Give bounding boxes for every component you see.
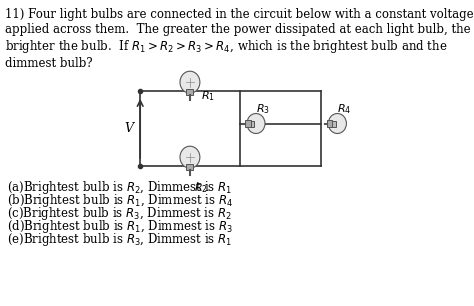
- Text: 11) Four light bulbs are connected in the circuit below with a constant voltage
: 11) Four light bulbs are connected in th…: [5, 8, 473, 70]
- Circle shape: [180, 146, 200, 168]
- Text: $R_3$: $R_3$: [256, 103, 270, 116]
- Text: (e)Brightest bulb is $R_3$, Dimmest is $R_1$: (e)Brightest bulb is $R_3$, Dimmest is $…: [7, 231, 233, 248]
- Text: (b)Brightest bulb is $R_1$, Dimmest is $R_4$: (b)Brightest bulb is $R_1$, Dimmest is $…: [7, 192, 233, 209]
- Text: $R_1$: $R_1$: [201, 89, 215, 103]
- Text: (a)Brightest bulb is $R_2$, Dimmest is $R_1$: (a)Brightest bulb is $R_2$, Dimmest is $…: [7, 179, 233, 196]
- Bar: [186, 164, 193, 170]
- Text: $R_4$: $R_4$: [337, 103, 352, 116]
- Text: (d)Brightest bulb is $R_1$, Dimmest is $R_3$: (d)Brightest bulb is $R_1$, Dimmest is $…: [7, 218, 233, 235]
- Circle shape: [180, 71, 200, 93]
- Bar: [186, 89, 193, 95]
- Bar: [245, 120, 251, 127]
- Bar: [332, 121, 336, 126]
- Bar: [251, 121, 254, 126]
- Circle shape: [328, 114, 346, 133]
- Text: V: V: [125, 122, 134, 135]
- Text: $R_2$: $R_2$: [194, 181, 209, 195]
- Bar: [327, 120, 332, 127]
- Text: (c)Brightest bulb is $R_3$, Dimmest is $R_2$: (c)Brightest bulb is $R_3$, Dimmest is $…: [7, 205, 232, 222]
- Circle shape: [247, 114, 265, 133]
